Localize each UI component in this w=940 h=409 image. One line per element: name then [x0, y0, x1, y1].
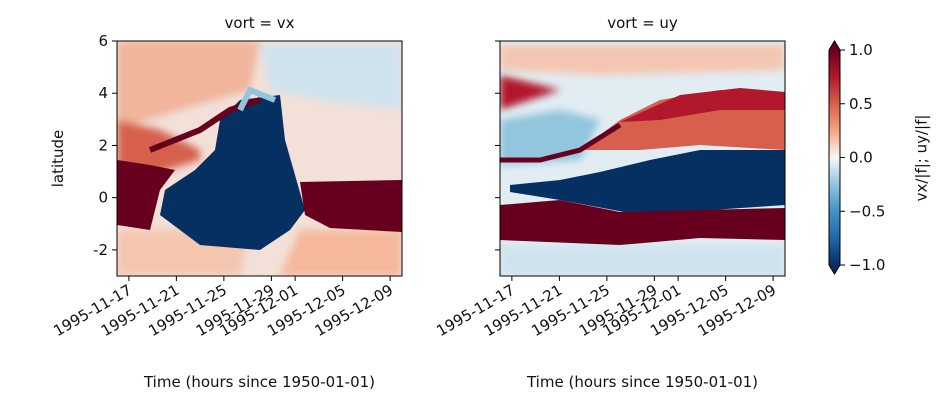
colorbar-extend [829, 265, 840, 274]
colorbar-tick-label: −0.5 [849, 202, 885, 220]
y-tick-label: 6 [98, 32, 108, 50]
axes-frame [116, 40, 403, 277]
y-tick-label: 4 [98, 84, 108, 102]
y-tick-label: 0 [98, 189, 108, 207]
colorbar-extend [829, 41, 840, 50]
colorbar-tick-label: 0.0 [849, 149, 873, 167]
x-axis-label: Time (hours since 1950-01-01) [143, 373, 375, 391]
y-tick-label: -2 [93, 241, 108, 259]
colorbar-tick-label: 1.0 [849, 41, 873, 59]
x-axis-label: Time (hours since 1950-01-01) [526, 373, 758, 391]
colorbar-tick-label: −1.0 [849, 256, 885, 274]
axes-frame [499, 40, 786, 277]
heatmap-field [117, 41, 402, 276]
colorbar-label: vx/|f|; uy/|f| [913, 115, 931, 202]
chart-title: vort = uy [607, 14, 678, 32]
colorbar-tick-label: 0.5 [849, 95, 873, 113]
y-tick-label: 2 [98, 136, 108, 154]
chart-title: vort = vx [225, 14, 295, 32]
heatmap-field [500, 41, 785, 276]
y-axis-label: latitude [49, 130, 67, 188]
colorbar [829, 50, 840, 265]
